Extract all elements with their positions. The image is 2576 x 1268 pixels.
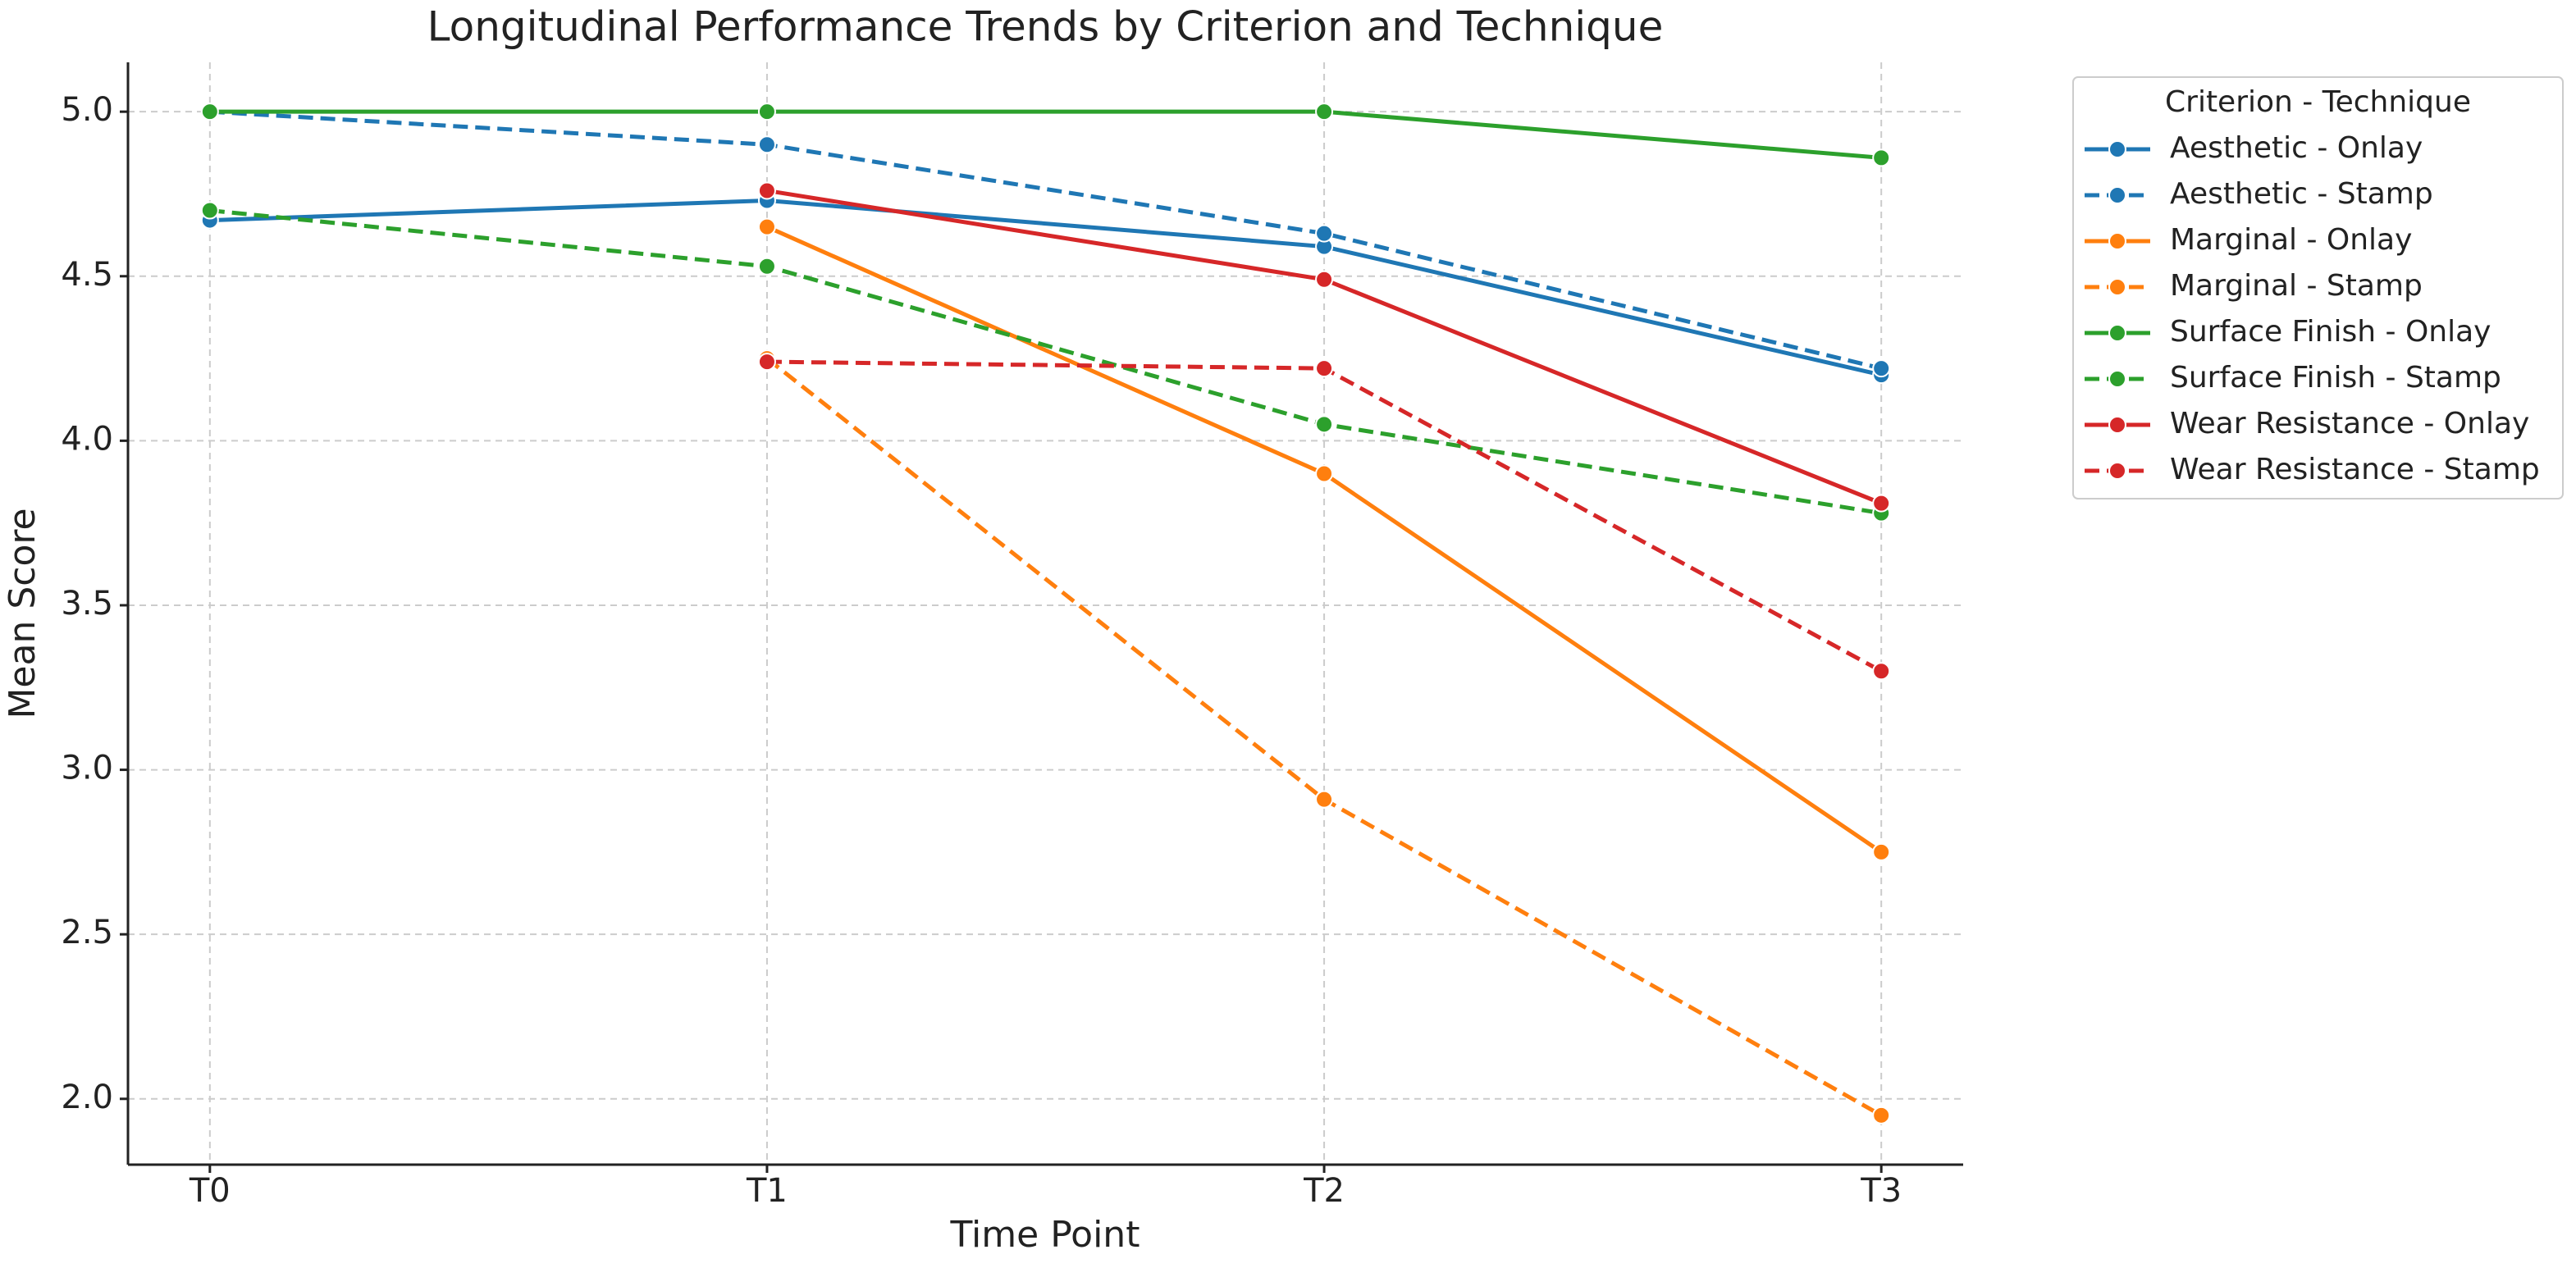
point [757, 257, 776, 276]
legend-marker [2108, 370, 2126, 388]
y-tick-label: 3.5 [61, 585, 113, 623]
legend-marker [2108, 416, 2126, 434]
point [1315, 103, 1334, 121]
legend-marker [2108, 324, 2126, 342]
legend: Criterion - Technique Aesthetic - Onlay Ae… [2072, 76, 2564, 499]
legend-title: Criterion - Technique [2165, 85, 2471, 119]
legend-box [2072, 76, 2564, 499]
point [757, 103, 776, 121]
point [757, 217, 776, 236]
point [757, 353, 776, 372]
point [1315, 464, 1334, 483]
point [757, 181, 776, 200]
point [1872, 1106, 1891, 1124]
series-line [209, 208, 1882, 516]
legend-label: Wear Resistance - Onlay [2170, 407, 2529, 440]
x-axis-label: Time Point [950, 1214, 1140, 1256]
legend-marker [2108, 232, 2126, 250]
y-axis-label: Mean Score [2, 508, 43, 718]
x-tick-label: T3 [1860, 1172, 1902, 1210]
x-tick-label: T2 [1303, 1172, 1345, 1210]
y-tick-label: 4.5 [61, 256, 113, 294]
legend-marker [2108, 462, 2126, 480]
y-tick-label: 5.0 [61, 91, 113, 129]
series-line [209, 109, 1882, 160]
point [757, 135, 776, 154]
legend-marker [2108, 278, 2126, 296]
point [200, 201, 219, 220]
point [1315, 224, 1334, 243]
legend-marker [2108, 140, 2126, 158]
point [1872, 662, 1891, 681]
chart-title: Longitudinal Performance Trends by Crite… [427, 3, 1664, 51]
legend-label: Aesthetic - Stamp [2170, 177, 2433, 211]
point [1315, 415, 1334, 434]
point [1315, 359, 1334, 378]
point [1315, 270, 1334, 289]
legend-marker [2108, 186, 2126, 204]
legend-label: Surface Finish - Stamp [2170, 361, 2501, 395]
y-tick-label: 2.0 [61, 1079, 113, 1116]
y-tick-label: 4.0 [61, 420, 113, 458]
x-tick-label: T1 [746, 1172, 788, 1210]
legend-label: Marginal - Onlay [2170, 223, 2412, 257]
series-line [209, 109, 1882, 371]
y-tick-label: 3.0 [61, 750, 113, 787]
legend-label: Wear Resistance - Stamp [2170, 453, 2540, 486]
point [200, 103, 219, 121]
legend-label: Surface Finish - Onlay [2170, 315, 2491, 349]
y-tick-label: 2.5 [61, 914, 113, 951]
series-line [209, 198, 1882, 377]
point [1315, 790, 1334, 809]
legend-label: Aesthetic - Onlay [2170, 131, 2423, 165]
point [1872, 148, 1891, 167]
point [1872, 842, 1891, 861]
legend-label: Marginal - Stamp [2170, 269, 2423, 303]
point [1872, 359, 1891, 378]
x-tick-label: T0 [189, 1172, 231, 1210]
point [1872, 494, 1891, 513]
